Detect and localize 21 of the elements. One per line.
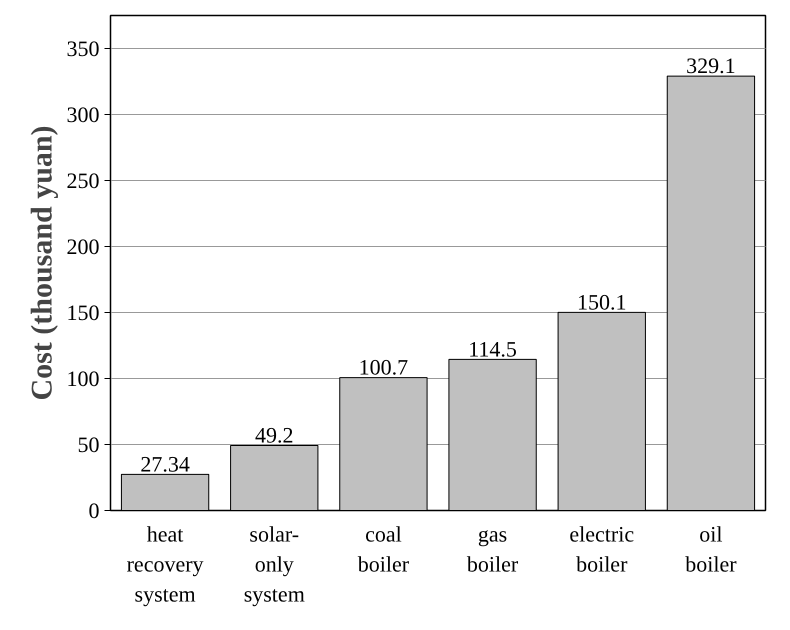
data-label: 27.34 [140,451,190,476]
data-label: 114.5 [468,336,517,362]
x-tick-label: oil boiler [685,522,738,576]
data-label: 49.2 [255,422,294,448]
x-tick-label: solar-only system [244,522,305,606]
data-label: 150.1 [577,289,626,314]
x-tick-label: electric boiler [569,522,634,576]
y-tick-label: 0 [88,498,100,523]
x-tick-label: heat recovery system [126,522,204,606]
data-label: 329.1 [686,53,736,78]
x-tick-label: coal boiler [358,522,410,576]
y-tick-label: 100 [66,366,100,391]
x-tick-label: gas boiler [466,522,519,576]
y-tick-label: 200 [66,234,100,259]
y-tick-label: 250 [66,168,100,193]
y-tick-label: 150 [66,300,100,325]
y-tick-label: 50 [78,432,100,457]
y-tick-label: 300 [66,102,100,127]
data-label: 100.7 [358,354,408,380]
y-axis-title: Cost (thousand yuan) [26,125,58,401]
y-tick-label: 350 [66,36,100,61]
